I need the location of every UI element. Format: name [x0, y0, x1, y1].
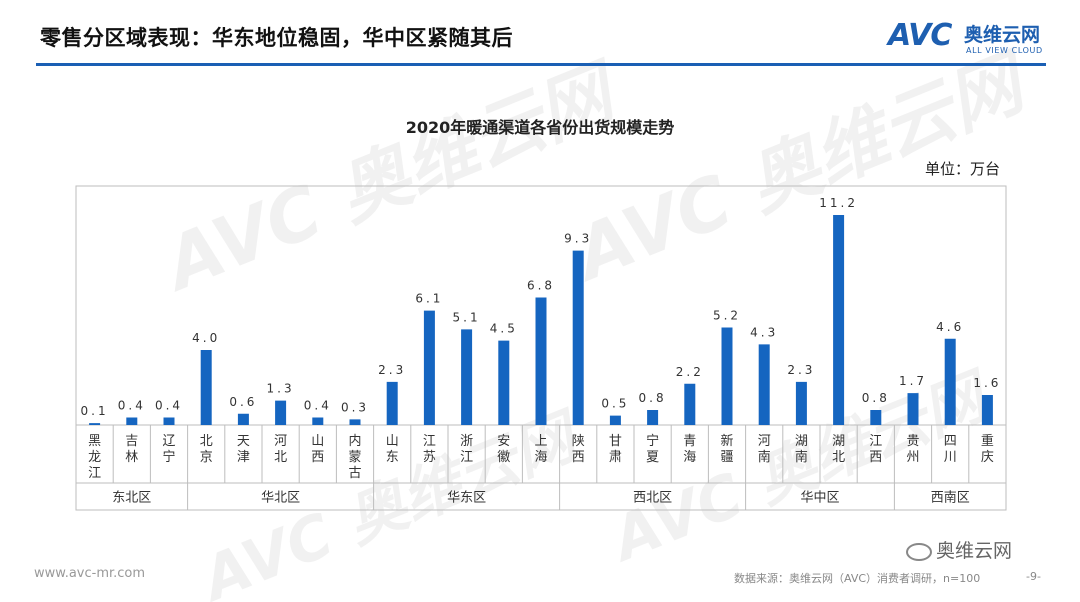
- category-label: 甘肃: [609, 434, 622, 465]
- category-label: 宁夏: [646, 433, 659, 465]
- data-label: 6.1: [415, 292, 443, 306]
- category-label: 上海: [534, 434, 547, 465]
- data-label: 0.6: [229, 395, 257, 409]
- data-label: 4.5: [490, 322, 518, 336]
- category-label: 天津: [237, 434, 250, 465]
- bar: [312, 417, 324, 425]
- bar: [572, 250, 584, 425]
- category-label: 北京: [200, 434, 213, 465]
- data-label: 9.3: [564, 232, 592, 246]
- bar: [163, 417, 175, 425]
- category-label: 浙江: [460, 434, 473, 465]
- category-label: 山东: [386, 434, 399, 465]
- bar: [126, 417, 138, 425]
- bar: [684, 383, 696, 425]
- category-label: 湖北: [832, 434, 845, 465]
- data-label: 0.5: [601, 397, 629, 411]
- brand-subtitle: ALL VIEW CLOUD: [966, 46, 1043, 55]
- data-label: 4.0: [192, 331, 220, 345]
- category-label: 河南: [758, 434, 771, 465]
- data-label: 0.8: [862, 391, 890, 405]
- data-source: 数据来源：奥维云网（AVC）消费者调研，n=100: [734, 572, 981, 585]
- data-label: 0.1: [81, 404, 109, 418]
- bar: [237, 413, 249, 425]
- category-label: 安徽: [497, 434, 510, 465]
- data-label: 0.8: [639, 391, 667, 405]
- bar: [200, 350, 212, 425]
- bar: [944, 338, 956, 425]
- header-divider: [36, 63, 1046, 66]
- bar: [758, 344, 770, 425]
- category-label: 湖南: [795, 434, 808, 465]
- data-label: 0.4: [304, 399, 332, 413]
- category-label: 新疆: [720, 433, 733, 465]
- data-label: 5.1: [453, 310, 481, 324]
- bar: [423, 310, 435, 425]
- category-label: 江西: [869, 434, 882, 465]
- bar: [89, 423, 101, 425]
- data-label: 1.6: [973, 376, 1001, 390]
- data-label: 11.2: [819, 196, 858, 210]
- data-label: 6.8: [527, 279, 555, 293]
- bar: [349, 419, 361, 425]
- bar: [795, 381, 807, 425]
- group-label: 华北区: [261, 491, 300, 506]
- data-label: 1.3: [267, 382, 295, 396]
- category-label: 河北: [274, 434, 287, 465]
- category-label: 吉林: [125, 434, 138, 465]
- category-label: 辽宁: [162, 434, 175, 465]
- group-label: 华东区: [447, 491, 486, 506]
- category-label: 贵州: [906, 434, 919, 465]
- brand-logo: AVC 奥维云网 ALL VIEW CLOUD: [888, 18, 1048, 62]
- category-label: 江苏: [423, 434, 436, 465]
- bar: [647, 410, 659, 425]
- category-label: 陕西: [572, 434, 585, 465]
- data-label: 0.4: [118, 399, 146, 413]
- chart-title: 2020年暖通渠道各省份出货规模走势: [405, 118, 675, 137]
- bar: [907, 393, 919, 425]
- category-label: 内蒙古: [348, 433, 361, 481]
- page-title: 零售分区域表现：华东地位稳固，华中区紧随其后: [40, 26, 513, 50]
- bar: [535, 297, 547, 425]
- page-number: -9-: [1026, 570, 1041, 583]
- bar: [498, 340, 510, 425]
- data-label: 2.2: [676, 365, 704, 379]
- bar: [275, 400, 287, 425]
- bar: [981, 395, 993, 425]
- group-label: 西北区: [633, 491, 672, 506]
- category-label: 青海: [683, 434, 696, 465]
- footer-url[interactable]: www.avc-mr.com: [34, 566, 146, 581]
- wechat-name: 奥维云网: [936, 540, 1013, 562]
- bar: [721, 327, 733, 425]
- data-label: 0.3: [341, 400, 369, 414]
- bar: [461, 329, 473, 425]
- bar: [870, 410, 882, 425]
- brand-mark: AVC: [888, 18, 952, 53]
- bar: [833, 215, 845, 425]
- data-label: 5.2: [713, 309, 741, 323]
- wechat-account: 奥维云网: [906, 536, 1012, 563]
- group-label: 东北区: [112, 491, 151, 506]
- bar: [609, 415, 621, 425]
- data-label: 1.7: [899, 374, 927, 388]
- wechat-icon: [906, 542, 932, 561]
- bar: [386, 381, 398, 425]
- data-label: 0.4: [155, 399, 183, 413]
- data-label: 4.6: [936, 320, 964, 334]
- category-label: 四川: [944, 434, 957, 465]
- data-label: 4.3: [750, 325, 778, 339]
- group-label: 华中区: [800, 491, 839, 506]
- data-label: 2.3: [378, 363, 406, 377]
- data-label: 2.3: [787, 363, 815, 377]
- unit-label: 单位：万台: [924, 160, 1000, 178]
- chart-frame: [75, 185, 1007, 511]
- category-label: 山西: [311, 434, 324, 465]
- category-label: 黑龙江: [88, 434, 101, 481]
- group-label: 西南区: [931, 490, 970, 506]
- brand-name: 奥维云网: [964, 24, 1041, 46]
- category-label: 重庆: [981, 433, 994, 465]
